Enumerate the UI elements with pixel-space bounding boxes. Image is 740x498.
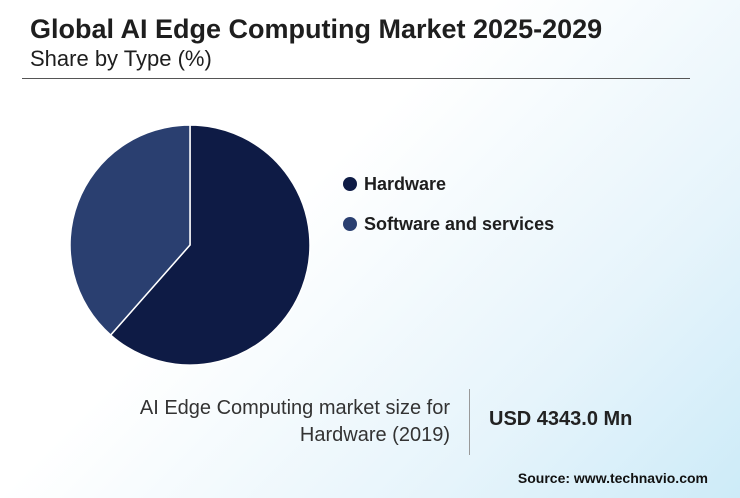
pie-slice-hardware bbox=[109, 124, 311, 366]
legend-item-hardware: Hardware bbox=[343, 172, 554, 196]
market-size-value: USD 4343.0 Mn bbox=[489, 408, 633, 430]
title-divider bbox=[22, 78, 690, 79]
market-size-label-line-2: Hardware (2019) bbox=[299, 424, 450, 446]
pie-chart bbox=[69, 124, 311, 366]
pie-slice-software-and-services bbox=[69, 124, 191, 337]
stat-divider bbox=[469, 389, 470, 455]
legend-label-hardware: Hardware bbox=[364, 173, 447, 194]
source-note: Source: www.technavio.com bbox=[517, 470, 708, 486]
legend-item-software-and-services: Software and services bbox=[343, 212, 554, 236]
page-title: Global AI Edge Computing Market 2025-202… bbox=[30, 14, 603, 44]
legend: Hardware Software and services bbox=[343, 172, 554, 252]
legend-swatch-software-and-services bbox=[343, 217, 357, 231]
market-size-label-line-1: AI Edge Computing market size for bbox=[139, 397, 450, 419]
page-subtitle: Share by Type (%) bbox=[30, 46, 212, 71]
legend-label-software-and-services: Software and services bbox=[364, 213, 555, 234]
legend-swatch-hardware bbox=[343, 177, 357, 191]
market-size-label: AI Edge Computing market size for Hardwa… bbox=[90, 395, 450, 449]
